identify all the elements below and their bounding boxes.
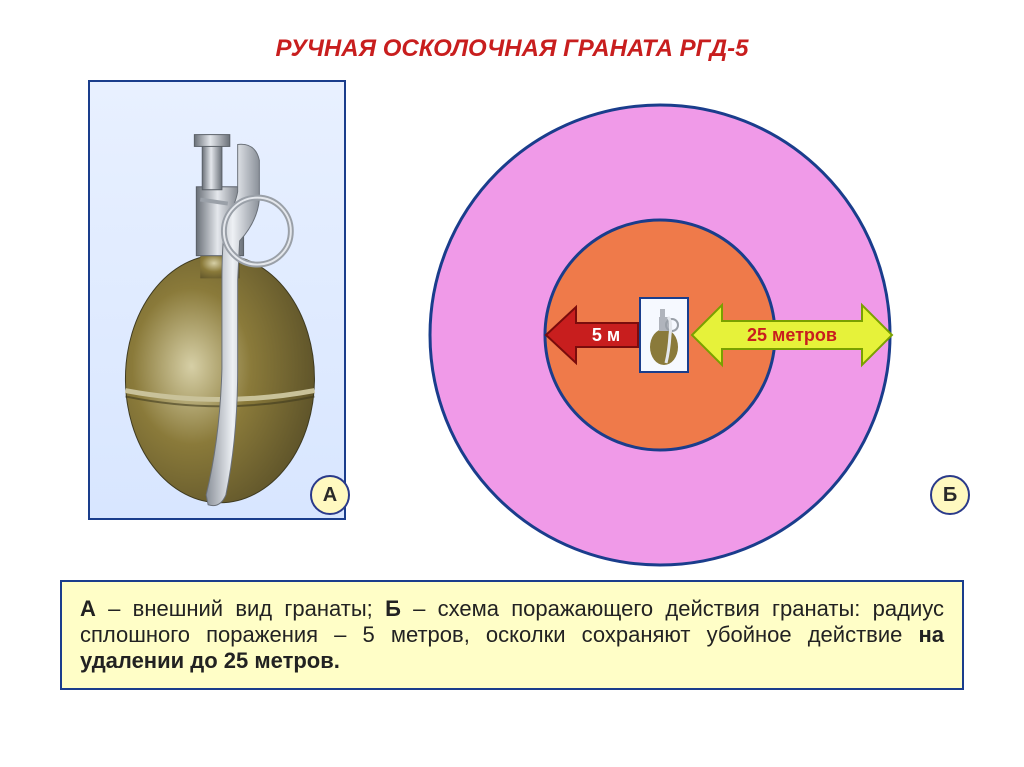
- right-arrow-text: 25 метров: [747, 325, 837, 345]
- center-grenade-icon: [640, 298, 688, 372]
- caption-box: А – внешний вид гранаты; Б – схема пораж…: [60, 580, 964, 690]
- label-a-text: А: [323, 484, 337, 507]
- diagram-svg: 5 м 25 метров: [410, 85, 910, 585]
- left-arrow-text: 5 м: [592, 325, 620, 345]
- blast-radius-diagram: 5 м 25 метров: [410, 85, 910, 585]
- caption-b-prefix: Б: [385, 596, 401, 621]
- label-b-text: Б: [943, 484, 957, 507]
- label-circle-b: Б: [930, 475, 970, 515]
- caption-a-prefix: А: [80, 596, 96, 621]
- grenade-photo: [88, 80, 346, 520]
- page-title: РУЧНАЯ ОСКОЛОЧНАЯ ГРАНАТА РГД-5: [0, 35, 1024, 63]
- label-circle-a: А: [310, 475, 350, 515]
- caption-a-text: – внешний вид гранаты;: [96, 596, 385, 621]
- grenade-svg-large: [90, 82, 344, 518]
